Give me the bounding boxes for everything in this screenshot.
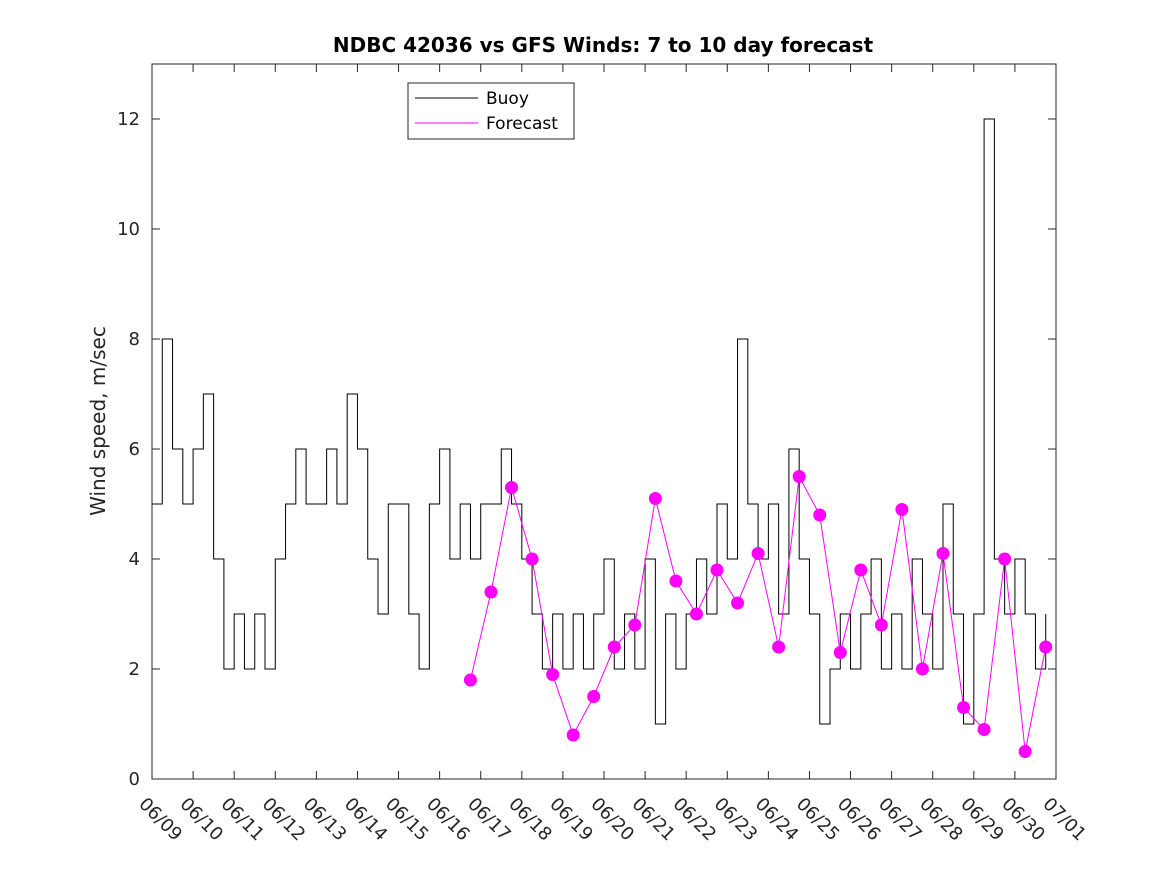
forecast-point <box>628 618 642 632</box>
forecast-point <box>751 547 765 560</box>
forecast-point <box>689 607 703 621</box>
forecast-point <box>957 701 971 714</box>
forecast-point <box>792 470 806 483</box>
forecast-point <box>546 668 560 681</box>
forecast-point <box>915 662 929 676</box>
forecast-point <box>874 618 888 632</box>
y-tick-label: 0 <box>129 769 140 790</box>
forecast-point <box>648 492 662 505</box>
forecast-point <box>854 563 868 577</box>
forecast-point <box>1018 745 1032 758</box>
y-axis-label: Wind speed, m/sec <box>86 326 110 516</box>
forecast-point <box>525 552 539 566</box>
y-axis: 0 2 4 6 8 10 12 <box>117 109 1056 790</box>
y-tick-label: 12 <box>117 109 140 130</box>
forecast-point <box>669 574 683 588</box>
y-tick-label: 2 <box>129 659 140 680</box>
legend-box <box>407 82 575 140</box>
forecast-point <box>566 728 580 742</box>
y-tick-label: 6 <box>129 439 140 460</box>
plot-area <box>151 63 1057 780</box>
forecast-point <box>772 640 786 654</box>
series-line-buoy <box>152 118 1047 725</box>
y-tick-label: 4 <box>129 549 140 570</box>
y-tick-label: 10 <box>117 219 140 240</box>
forecast-point <box>587 690 601 703</box>
forecast-point <box>484 585 498 599</box>
chart-title: NDBC 42036 vs GFS Winds: 7 to 10 day for… <box>333 33 874 57</box>
forecast-point <box>463 673 477 687</box>
forecast-point <box>731 596 745 610</box>
legend-label-buoy: Buoy <box>486 89 529 109</box>
forecast-point <box>813 508 827 522</box>
forecast-point <box>895 503 909 516</box>
forecast-point <box>998 552 1012 566</box>
legend-label-forecast: Forecast <box>486 114 558 134</box>
marker-layer <box>463 470 1053 758</box>
forecast-point <box>977 723 991 736</box>
forecast-point <box>1039 640 1053 654</box>
forecast-point <box>833 646 847 659</box>
legend: Buoy Forecast <box>407 82 575 140</box>
forecast-point <box>505 481 519 494</box>
forecast-point <box>710 563 724 577</box>
forecast-point <box>936 547 950 560</box>
y-tick-label: 8 <box>129 329 140 350</box>
forecast-point <box>607 640 621 654</box>
